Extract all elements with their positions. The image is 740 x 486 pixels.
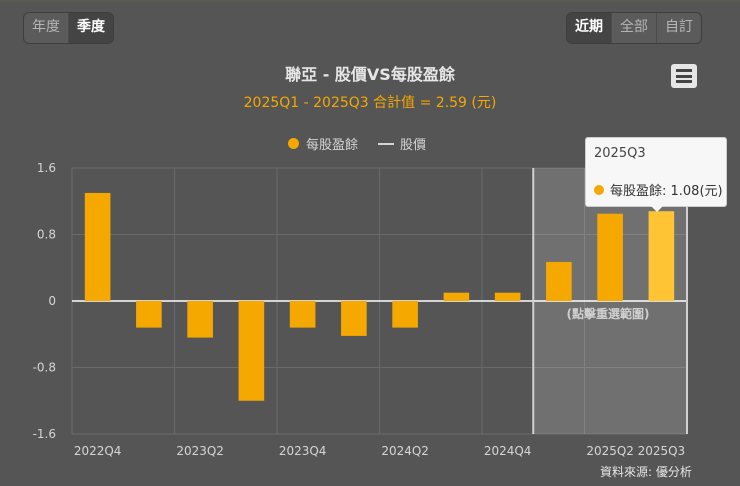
period-annual-button[interactable]: 年度 xyxy=(24,13,69,43)
x-tick-label: 2022Q4 xyxy=(74,444,122,458)
range-custom-button[interactable]: 自訂 xyxy=(665,19,693,35)
x-tick-labels: 2022Q4 2023Q2 2023Q4 2024Q2 2024Q4 2025Q2 2025… xyxy=(74,444,685,458)
bar-2023Q3 xyxy=(238,301,265,401)
bars xyxy=(84,192,675,401)
bar-2025Q1 xyxy=(546,261,572,301)
bar-2024Q2 xyxy=(392,301,418,328)
bar-2025Q2 xyxy=(597,213,623,301)
tooltip-title: 2025Q3 xyxy=(594,146,646,161)
range-all-button[interactable]: 全部 xyxy=(612,13,657,43)
hamburger-icon-line xyxy=(676,80,692,83)
y-tick-label: -0.8 xyxy=(33,361,56,375)
x-tick-label: 2024Q4 xyxy=(484,444,532,458)
period-toggle: 年度 季度 xyxy=(23,12,114,44)
tooltip-value: 每股盈餘: 1.08(元) xyxy=(610,184,723,199)
y-tick-label: -1.6 xyxy=(33,427,56,441)
tooltip: 2025Q3 每股盈餘: 1.08(元) xyxy=(585,137,727,212)
data-source: 資料來源: 優分析 xyxy=(600,465,692,479)
chart-subtitle: 2025Q1 - 2025Q3 合計值 = 2.59 (元) xyxy=(243,95,497,111)
x-tick-label: 2025Q2 xyxy=(586,444,634,458)
chart-menu-button[interactable] xyxy=(671,64,697,88)
range-toggle: 近期 全部 自訂 xyxy=(566,12,702,44)
bar-2023Q4 xyxy=(289,301,316,328)
legend-price-marker[interactable] xyxy=(378,142,395,145)
range-recent-button[interactable]: 近期 xyxy=(567,13,612,43)
legend-eps-marker[interactable] xyxy=(288,138,299,149)
chart-legend: 每股盈餘 股價 xyxy=(288,134,426,153)
tooltip-marker xyxy=(594,184,604,195)
x-tick-label: 2025Q3 xyxy=(638,444,686,458)
hamburger-icon xyxy=(676,69,692,72)
hamburger-icon-line xyxy=(676,74,692,78)
legend-eps-label[interactable]: 每股盈餘 xyxy=(306,138,359,153)
grid-lines xyxy=(71,167,688,435)
top-divider xyxy=(0,0,740,2)
y-tick-label: 0.8 xyxy=(37,228,56,242)
bar-2024Q1 xyxy=(341,301,367,336)
chart-title: 聯亞 - 股價VS每股盈餘 xyxy=(285,65,455,84)
y-tick-label: 1.6 xyxy=(37,161,56,175)
bar-2022Q4 xyxy=(84,192,111,301)
selection-reset-label[interactable]: (點擊重選範圍) xyxy=(567,306,650,321)
y-tick-label: 0 xyxy=(48,294,56,308)
x-tick-label: 2024Q2 xyxy=(381,444,429,458)
x-tick-label: 2023Q2 xyxy=(176,444,224,458)
bar-2024Q4 xyxy=(494,292,521,301)
bar-2023Q1 xyxy=(136,301,162,328)
bar-2025Q3 xyxy=(648,211,675,301)
bar-2023Q2 xyxy=(187,301,213,338)
x-tick-label: 2023Q4 xyxy=(279,444,327,458)
tooltip-arrow xyxy=(650,205,664,212)
legend-price-label[interactable]: 股價 xyxy=(400,138,427,153)
period-quarterly-button[interactable]: 季度 xyxy=(69,13,113,43)
y-tick-labels: 1.6 0.8 0 -0.8 -1.6 xyxy=(33,161,56,441)
tooltip-row: 每股盈餘: 1.08(元) xyxy=(594,180,723,199)
bar-2024Q3 xyxy=(443,292,470,301)
